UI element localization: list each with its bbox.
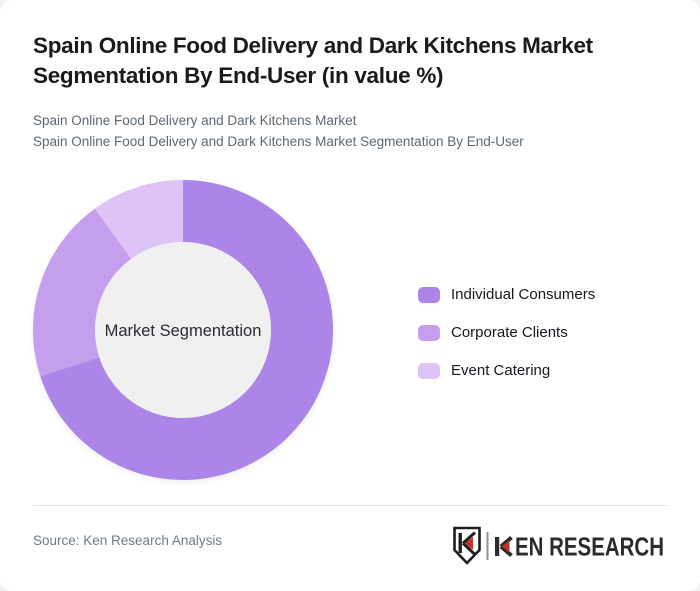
donut-center-label: Market Segmentation bbox=[105, 322, 262, 340]
chart-subtitles: Spain Online Food Delivery and Dark Kitc… bbox=[33, 110, 673, 152]
footer-divider bbox=[33, 505, 667, 506]
legend-item-event-catering: Event Catering bbox=[418, 363, 595, 379]
legend-swatch-icon bbox=[418, 363, 440, 379]
donut-center-circle bbox=[95, 242, 271, 418]
legend-item-corporate-clients: Corporate Clients bbox=[418, 325, 595, 341]
legend-label: Corporate Clients bbox=[451, 324, 568, 341]
subtitle-line-2: Spain Online Food Delivery and Dark Kitc… bbox=[33, 134, 524, 149]
donut-segments bbox=[32, 180, 333, 480]
chart-legend: Individual Consumers Corporate Clients E… bbox=[418, 287, 595, 379]
donut-segment-event-catering bbox=[94, 180, 183, 259]
legend-label: Individual Consumers bbox=[451, 286, 596, 303]
legend-swatch-icon bbox=[418, 325, 440, 341]
source-text: Source: Ken Research Analysis bbox=[33, 533, 223, 548]
logo-separator bbox=[486, 532, 489, 560]
legend-label: Event Catering bbox=[451, 362, 551, 379]
logo-wordmark: EN RESEARCH bbox=[515, 534, 664, 562]
logo-shield-icon bbox=[453, 526, 481, 565]
subtitle-line-1: Spain Online Food Delivery and Dark Kitc… bbox=[33, 113, 357, 128]
donut-segment-corporate-clients bbox=[32, 208, 132, 377]
ken-research-logo: EN RESEARCH bbox=[451, 525, 667, 567]
page-title: Spain Online Food Delivery and Dark Kitc… bbox=[33, 33, 593, 88]
ken-research-logo-svg: EN RESEARCH bbox=[453, 526, 664, 565]
legend-swatch-icon bbox=[418, 287, 440, 303]
logo-wordmark-k bbox=[495, 535, 513, 558]
donut-chart: Market Segmentation bbox=[32, 180, 333, 480]
donut-segment-individual-consumers bbox=[40, 180, 333, 480]
donut-chart-svg: Market Segmentation bbox=[32, 180, 333, 480]
legend-item-individual-consumers: Individual Consumers bbox=[418, 287, 595, 303]
